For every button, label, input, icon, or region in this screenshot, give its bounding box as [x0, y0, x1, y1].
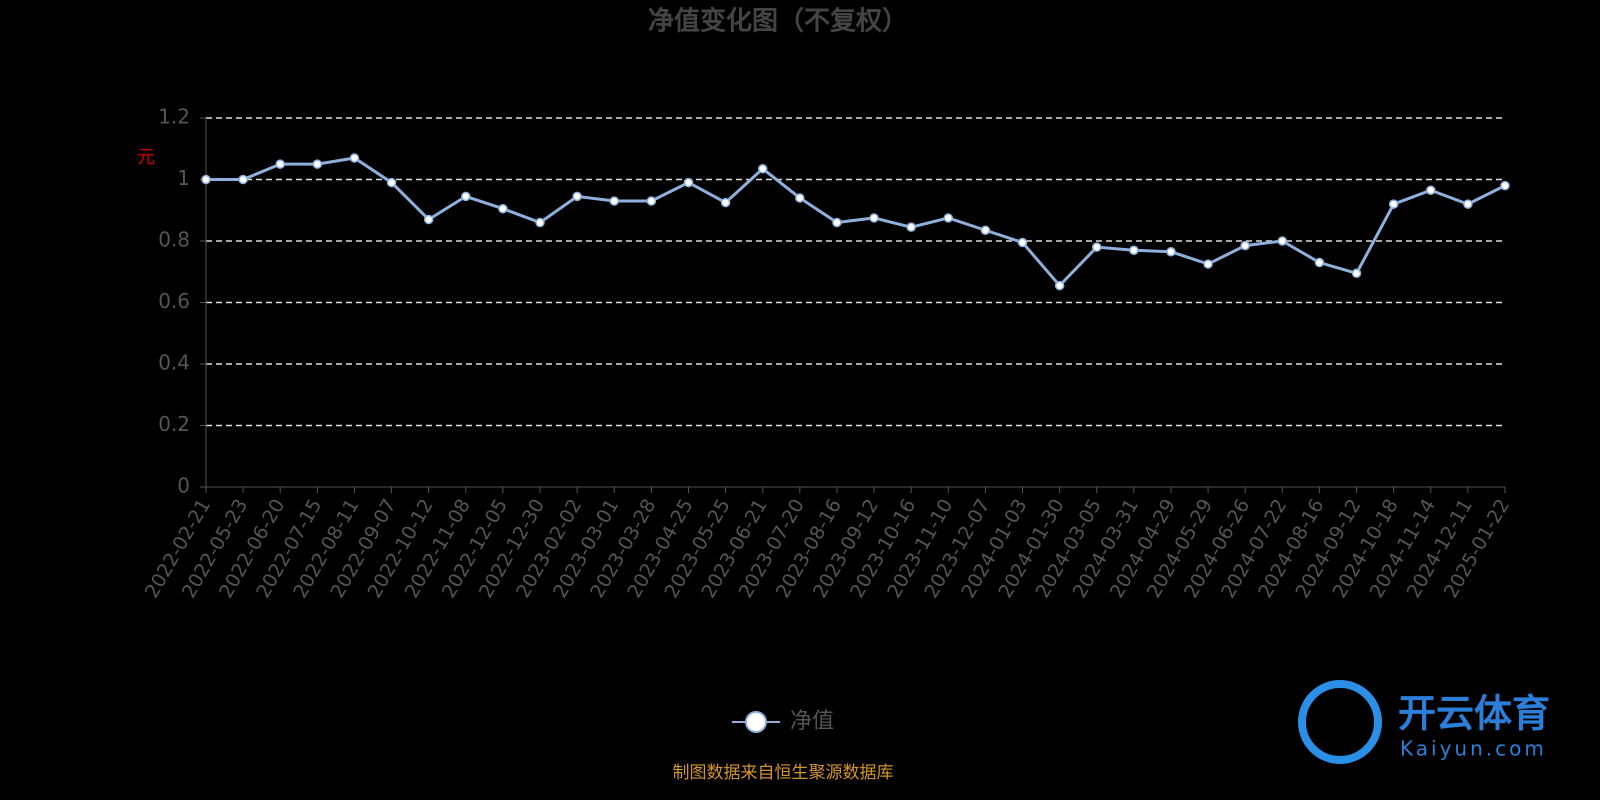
point	[572, 191, 582, 202]
point	[646, 196, 657, 206]
point	[498, 203, 508, 214]
watermark: 开云体育 Kaiyun.com	[1298, 680, 1550, 764]
point	[535, 217, 545, 228]
point	[1277, 236, 1288, 246]
point	[1388, 199, 1399, 209]
point	[201, 174, 211, 185]
point	[1129, 245, 1139, 255]
y-tick-label: 0.8	[158, 228, 190, 252]
y-tick-label: 0	[177, 474, 190, 498]
point	[1240, 240, 1250, 251]
watermark-logo	[1298, 680, 1382, 764]
point	[461, 191, 471, 202]
y-tick-label: 1	[177, 166, 190, 190]
point	[386, 177, 397, 188]
source-note: 制图数据来自恒生聚源数据库	[673, 763, 894, 783]
watermark-brand: 开云体育	[1398, 692, 1550, 736]
y-tick-label: 0.6	[158, 289, 190, 313]
point	[683, 177, 694, 188]
point	[1463, 199, 1473, 209]
point	[312, 159, 323, 169]
point	[720, 197, 731, 208]
point	[1203, 259, 1213, 269]
point	[832, 217, 842, 228]
point	[349, 153, 360, 163]
point	[1351, 268, 1362, 279]
point	[609, 196, 620, 206]
point	[1091, 242, 1102, 252]
point	[1017, 237, 1028, 248]
point	[757, 163, 768, 174]
y-tick-label: 0.4	[158, 351, 190, 375]
point	[1426, 185, 1436, 196]
line	[206, 156, 1506, 288]
legend-label: 净值	[790, 709, 834, 734]
point	[1166, 247, 1176, 257]
watermark-site: Kaiyun.com	[1400, 737, 1547, 761]
point	[275, 159, 285, 169]
point	[869, 213, 879, 223]
chart-title: 净值变化图（不复权）	[648, 6, 908, 37]
point	[423, 214, 434, 225]
point	[906, 222, 916, 232]
y-tick-label: 1.2	[158, 105, 190, 129]
chart: 净值变化图（不复权） 元 制图数据来自恒生聚源数据库 开云体育 Kaiyun.c…	[137, 6, 1550, 784]
y-axis-label: 元	[137, 147, 155, 168]
point	[1054, 280, 1065, 291]
y-tick-label: 0.2	[158, 412, 190, 436]
point	[795, 193, 805, 203]
point	[1314, 257, 1325, 268]
point	[238, 174, 248, 185]
point	[943, 213, 954, 223]
point	[1500, 180, 1510, 191]
point	[980, 225, 991, 235]
legend-marker	[745, 711, 767, 733]
